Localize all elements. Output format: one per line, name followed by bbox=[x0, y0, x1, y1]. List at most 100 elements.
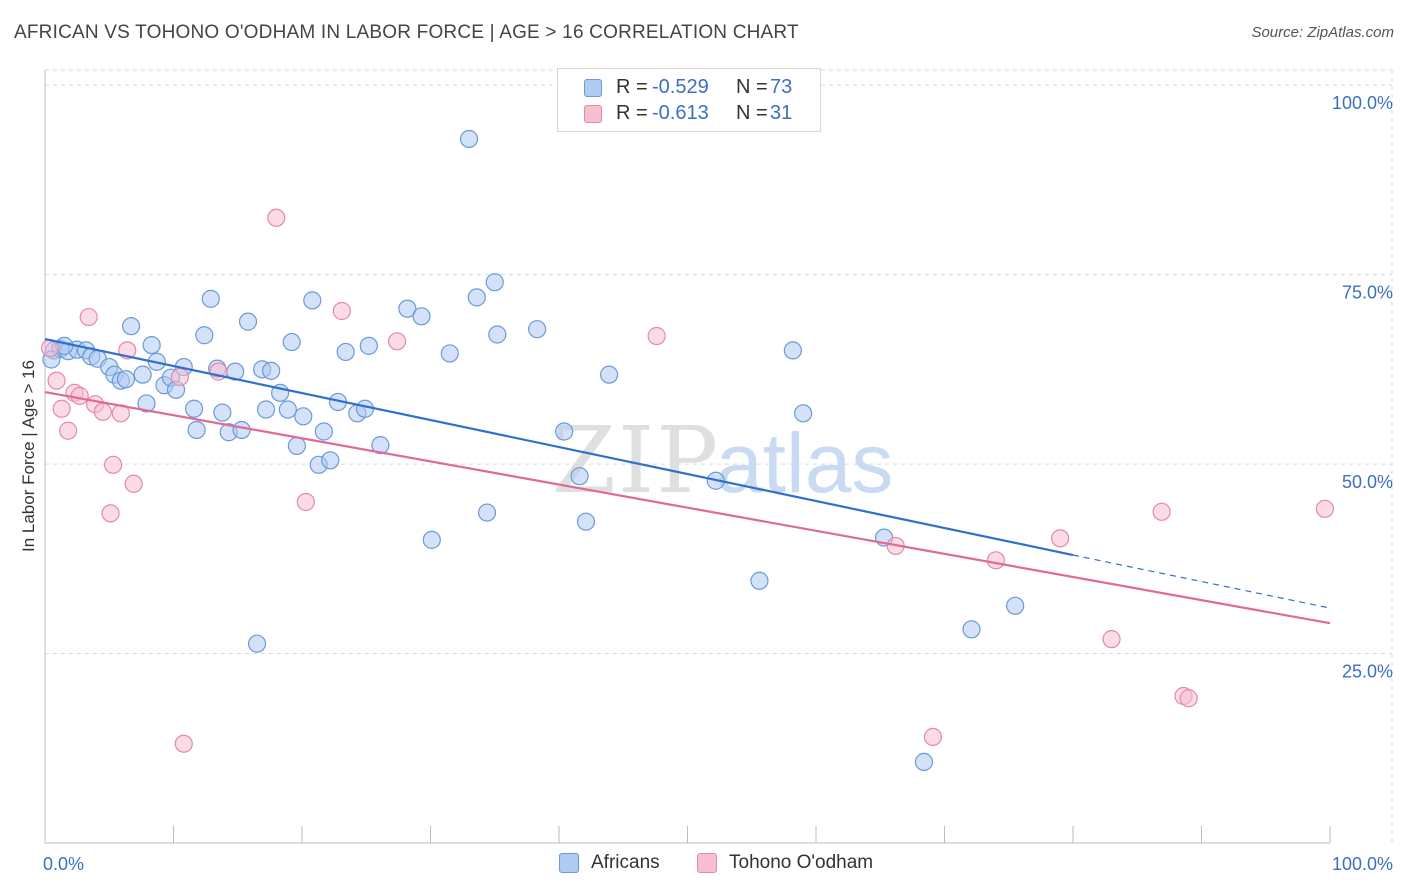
africans-point bbox=[914, 752, 934, 772]
n-value: 73 bbox=[770, 76, 793, 98]
tohono-point bbox=[1102, 630, 1121, 649]
r-value: -0.613 bbox=[652, 102, 709, 124]
africans-point bbox=[467, 288, 486, 307]
africans-point bbox=[314, 422, 333, 441]
tohono-point bbox=[647, 326, 666, 346]
n-label: N = bbox=[736, 76, 768, 98]
watermark-zip: ZIP bbox=[552, 407, 720, 514]
africans-point bbox=[336, 342, 355, 362]
africans-point bbox=[485, 273, 504, 292]
africans-point bbox=[440, 344, 459, 363]
africans-point bbox=[137, 394, 156, 413]
x-tick-label-max: 100.0% bbox=[1332, 854, 1393, 874]
africans-point bbox=[116, 370, 136, 389]
africans-point bbox=[142, 335, 161, 355]
stats-legend: R = -0.529 N = 73 R = -0.613 N = 31 bbox=[557, 68, 821, 132]
africans-point bbox=[794, 404, 813, 423]
africans-trend-line bbox=[44, 337, 1074, 557]
africans-point bbox=[247, 634, 267, 653]
tohono-point bbox=[124, 474, 143, 493]
africans-point bbox=[600, 365, 619, 384]
legend-label-tohono: Tohono O'odham bbox=[729, 852, 874, 873]
chart-title: AFRICAN VS TOHONO O'ODHAM IN LABOR FORCE… bbox=[14, 22, 799, 43]
africans-point bbox=[133, 365, 152, 384]
africans-point bbox=[256, 400, 276, 419]
tohono-point bbox=[52, 399, 71, 418]
tohono-point bbox=[986, 551, 1006, 570]
africans-point bbox=[287, 436, 306, 455]
africans-point bbox=[398, 299, 417, 318]
y-tick-label: 50.0% bbox=[1342, 472, 1393, 492]
africans-point bbox=[570, 467, 589, 486]
axes bbox=[44, 70, 1331, 844]
tohono-point bbox=[923, 727, 943, 747]
tohono-trend-line bbox=[44, 391, 1331, 625]
africans-point bbox=[783, 341, 802, 360]
africans-point bbox=[294, 407, 313, 426]
africans-point bbox=[576, 512, 596, 531]
africans-point bbox=[528, 320, 547, 339]
africans-point bbox=[121, 317, 141, 336]
watermark-atlas: atlas bbox=[716, 416, 893, 510]
tohono-point bbox=[1051, 529, 1070, 548]
africans-point bbox=[488, 325, 507, 344]
africans-point bbox=[359, 336, 378, 355]
tohono-point bbox=[104, 455, 123, 474]
africans-point bbox=[412, 307, 431, 326]
africans-point bbox=[355, 399, 375, 418]
africans-point bbox=[213, 403, 232, 422]
africans-point bbox=[303, 291, 322, 310]
tohono-point bbox=[93, 402, 112, 421]
x-tick-label-min: 0.0% bbox=[43, 854, 84, 874]
r-label: R = bbox=[616, 76, 648, 98]
y-tick-label: 100.0% bbox=[1332, 93, 1393, 113]
legend-row-tohono: R = -0.613 N = 31 bbox=[558, 102, 820, 128]
y-tick-label: 75.0% bbox=[1342, 283, 1393, 303]
n-value: 31 bbox=[770, 102, 793, 124]
data-points bbox=[41, 129, 1334, 772]
africans-point bbox=[1006, 596, 1025, 615]
africans-point bbox=[422, 530, 441, 549]
africans-point bbox=[187, 420, 206, 440]
tohono-point bbox=[296, 492, 315, 512]
africans-point bbox=[195, 326, 214, 345]
y-axis-label: In Labor Force | Age > 16 bbox=[19, 360, 38, 552]
tohono-point bbox=[267, 208, 286, 227]
r-value: -0.529 bbox=[652, 76, 709, 98]
africans-swatch bbox=[584, 79, 602, 97]
watermark: ZIP atlas bbox=[552, 407, 893, 514]
africans-point bbox=[371, 436, 390, 455]
legend-row-africans: R = -0.529 N = 73 bbox=[558, 76, 820, 102]
africans-legend-swatch bbox=[559, 853, 579, 873]
n-label: N = bbox=[736, 102, 768, 124]
tohono-point bbox=[59, 421, 78, 440]
africans-point bbox=[201, 289, 220, 308]
series-legend: Africans Tohono O'odham bbox=[0, 852, 1406, 878]
africans-point bbox=[238, 312, 258, 331]
tohono-point bbox=[101, 504, 120, 523]
africans-point bbox=[184, 399, 204, 418]
tohono-point bbox=[79, 307, 98, 327]
africans-point bbox=[232, 420, 251, 440]
tohono-point bbox=[70, 386, 89, 405]
africans-point bbox=[321, 451, 340, 470]
tohono-point bbox=[1315, 499, 1334, 518]
source-credit: Source: ZipAtlas.com bbox=[1251, 24, 1394, 41]
africans-point bbox=[262, 361, 281, 380]
legend-label-africans: Africans bbox=[591, 852, 660, 873]
africans-point bbox=[459, 129, 479, 149]
tohono-point bbox=[387, 332, 407, 351]
africans-point bbox=[555, 422, 574, 441]
grid-lines bbox=[45, 69, 1393, 843]
trend-lines bbox=[44, 337, 1331, 625]
africans-point bbox=[962, 620, 981, 639]
tohono-legend-swatch bbox=[697, 853, 717, 873]
tohono-point bbox=[1179, 689, 1198, 708]
tohono-point bbox=[174, 734, 193, 753]
tohono-point bbox=[47, 371, 66, 390]
tohono-swatch bbox=[584, 105, 602, 123]
tick-labels: 25.0% 50.0% 75.0% 100.0% 0.0% 100.0% bbox=[43, 93, 1393, 874]
africans-point bbox=[278, 400, 297, 419]
tohono-point bbox=[1152, 502, 1171, 521]
